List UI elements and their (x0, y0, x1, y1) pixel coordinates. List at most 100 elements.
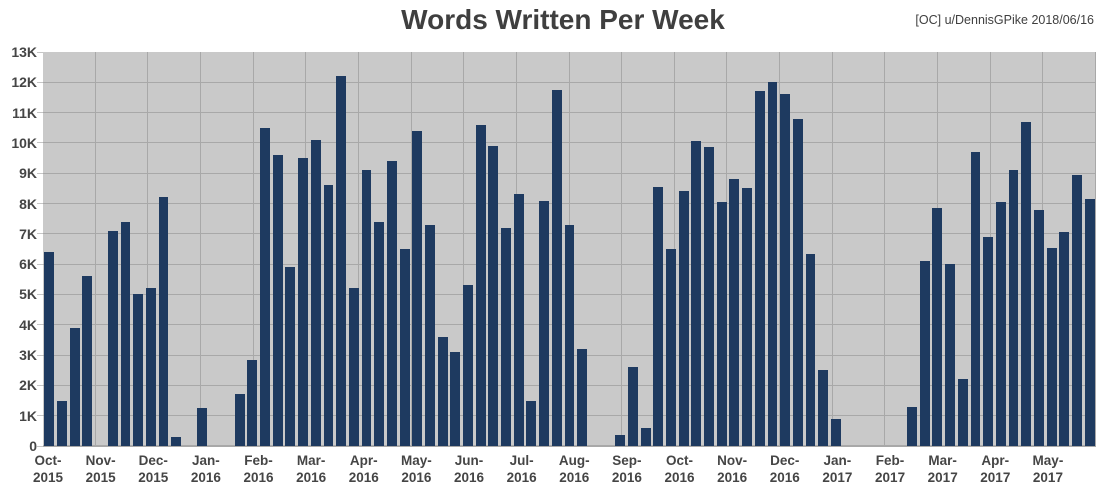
bar (348, 288, 359, 446)
x-tick-year: 2017 (822, 469, 853, 485)
y-tick-mark (37, 233, 43, 235)
x-tick-month: Jun- (454, 453, 484, 468)
bar (1008, 170, 1019, 446)
y-tick-label: 5K (19, 286, 37, 303)
bar (399, 249, 410, 446)
v-gridline (779, 52, 781, 446)
x-tick-month: Jul- (509, 453, 534, 468)
y-tick-mark (37, 415, 43, 417)
h-gridline (43, 445, 1096, 447)
bar (1021, 121, 1032, 446)
x-tick-year: 2017 (1032, 469, 1063, 485)
bar (539, 200, 550, 446)
x-tick-label: Jul- 2016 (507, 453, 537, 487)
x-tick-label: Jun- 2016 (454, 453, 484, 487)
y-tick-mark (37, 445, 43, 447)
y-tick-label: 10K (11, 134, 37, 151)
bar (551, 89, 562, 446)
bar (742, 188, 753, 446)
y-tick-mark (37, 112, 43, 114)
bar (995, 202, 1006, 446)
x-tick-month: Oct- (34, 453, 62, 468)
bar (501, 227, 511, 446)
x-tick-month: Dec- (138, 453, 168, 468)
v-gridline (726, 52, 728, 446)
chart-attribution: [OC] u/DennisGPike 2018/06/16 (915, 13, 1094, 27)
y-tick-label: 9K (19, 165, 37, 182)
x-tick-label: Oct- 2015 (33, 453, 63, 487)
h-gridline (43, 172, 1096, 174)
x-tick-year: 2015 (32, 469, 64, 485)
bar (818, 370, 829, 446)
x-tick-label: Nov- 2015 (86, 453, 116, 487)
x-tick-month: Nov- (85, 453, 116, 468)
x-tick-year: 2016 (190, 469, 221, 485)
v-gridline (463, 52, 465, 446)
bar (729, 179, 740, 446)
x-tick-month: Mar- (928, 453, 957, 468)
v-gridline (1095, 52, 1096, 446)
bar (640, 427, 651, 446)
x-tick-label: Dec- 2016 (770, 453, 800, 487)
bar (424, 224, 435, 446)
y-tick-label: 0 (29, 438, 37, 454)
x-tick-month: Apr- (349, 453, 378, 468)
bar (957, 379, 968, 446)
bar (361, 170, 372, 446)
bar (260, 127, 270, 446)
y-tick-mark (37, 263, 43, 265)
bar (57, 400, 67, 446)
y-tick-label: 13K (11, 44, 37, 60)
x-tick-year: 2015 (138, 469, 169, 485)
x-tick-label: May- 2016 (401, 453, 432, 487)
bar (285, 267, 296, 446)
x-tick-label: Aug- 2016 (559, 453, 590, 487)
x-tick-label: Dec- 2015 (138, 453, 168, 487)
x-tick-month: Apr- (981, 453, 1010, 468)
v-gridline (621, 52, 623, 446)
bar (44, 252, 55, 446)
y-tick-mark (37, 203, 43, 205)
bar (336, 76, 347, 446)
y-tick-label: 2K (19, 377, 37, 394)
x-tick-label: Feb- 2016 (243, 453, 273, 487)
x-tick-label: Mar- 2017 (928, 453, 958, 487)
bar (272, 155, 283, 446)
bar (1084, 199, 1095, 446)
x-tick-year: 2016 (506, 469, 537, 485)
y-tick-mark (37, 384, 43, 386)
y-tick-label: 6K (19, 256, 37, 273)
x-tick-label: Apr- 2017 (980, 453, 1010, 487)
x-tick-year: 2016 (401, 469, 432, 485)
y-tick-mark (37, 172, 43, 174)
bar (298, 158, 309, 446)
bar (412, 130, 423, 446)
h-gridline (43, 142, 1096, 144)
x-tick-label: Sep- 2016 (612, 453, 642, 487)
bar (919, 261, 930, 446)
bar (310, 139, 321, 446)
y-tick-label: 7K (19, 225, 37, 242)
bar (69, 327, 80, 446)
bar (704, 147, 714, 446)
v-gridline (884, 52, 886, 446)
bar (513, 194, 524, 446)
bar (653, 186, 664, 446)
y-tick-mark (37, 81, 43, 83)
x-tick-year: 2017 (875, 469, 906, 485)
v-gridline (410, 52, 412, 446)
v-gridline (252, 52, 254, 446)
x-tick-year: 2016 (769, 469, 800, 485)
bar (1033, 209, 1044, 446)
x-tick-month: May- (401, 453, 432, 468)
y-tick-mark (37, 354, 43, 356)
chart-title: Words Written Per Week (401, 4, 725, 35)
y-tick-label: 4K (19, 316, 37, 333)
bar (374, 221, 385, 446)
bar (830, 418, 841, 446)
bar (526, 400, 537, 446)
bar (437, 336, 448, 446)
h-gridline (43, 203, 1096, 205)
plot-area (43, 52, 1096, 447)
y-tick-label: 1K (19, 407, 37, 424)
